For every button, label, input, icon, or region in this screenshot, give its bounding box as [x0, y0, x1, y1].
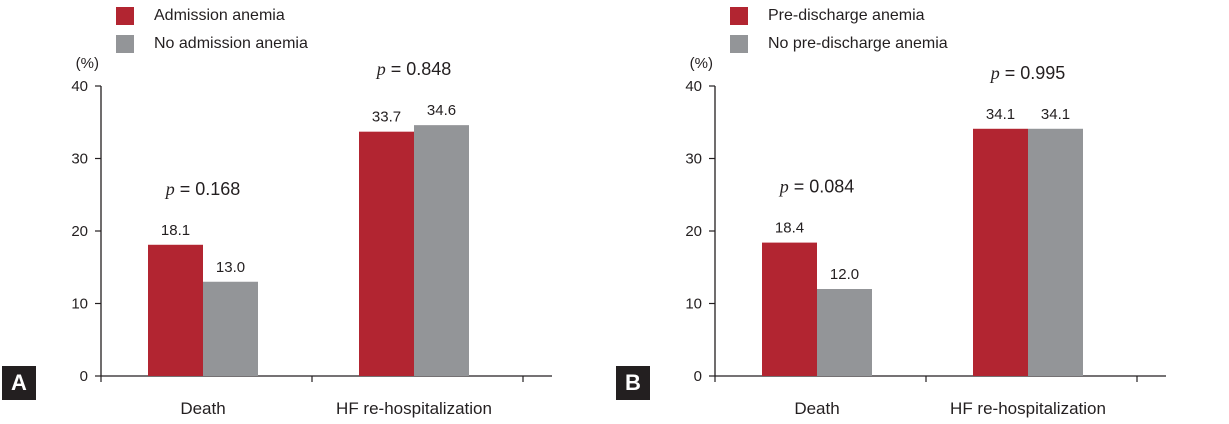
bar — [203, 281, 258, 376]
y-tick-label: 40 — [685, 78, 702, 95]
bar — [762, 242, 817, 376]
bar — [414, 125, 469, 377]
y-tick-label: 20 — [71, 223, 88, 240]
chart-panel-a: 0 10 20 30 40 (%) 18.1 13.0 Death p = 0.168 33.7 34… — [0, 0, 614, 424]
y-unit-label: (%) — [76, 55, 99, 72]
data-label: 34.6 — [427, 102, 456, 119]
bar — [148, 244, 203, 376]
bar-chart-a: 0 10 20 30 40 (%) 18.1 13.0 Death p = 0.168 33.7 34… — [71, 55, 552, 418]
chart-panel-b: 0 10 20 30 40 (%) 18.4 12.0 Death p = 0.084 34.1 34… — [614, 0, 1228, 424]
category-label: Death — [180, 399, 225, 418]
y-tick-label: 20 — [685, 223, 702, 240]
data-label: 18.1 — [161, 222, 190, 239]
data-label: 33.7 — [372, 109, 401, 126]
legend-swatch — [116, 7, 134, 25]
legend-swatch — [730, 7, 748, 25]
category-label: Death — [794, 399, 839, 418]
p-value-label: p = 0.084 — [778, 177, 855, 197]
bar — [817, 289, 872, 376]
data-label: 13.0 — [216, 259, 245, 276]
legend-swatch — [730, 35, 748, 53]
legend-item: Pre-discharge anemia — [730, 2, 948, 30]
y-tick-label: 0 — [694, 368, 702, 385]
data-label: 34.1 — [986, 106, 1015, 123]
y-tick-label: 0 — [80, 368, 88, 385]
y-tick-label: 40 — [71, 78, 88, 95]
legend-a: Admission anemia No admission anemia — [116, 2, 308, 58]
y-tick-label: 30 — [685, 151, 702, 168]
legend-item: No admission anemia — [116, 30, 308, 58]
legend-item: No pre-discharge anemia — [730, 30, 948, 58]
p-value-label: p = 0.995 — [989, 63, 1066, 83]
y-tick-label: 10 — [71, 296, 88, 313]
legend-label: Admission anemia — [154, 7, 285, 24]
data-label: 12.0 — [830, 266, 859, 283]
p-value-label: p = 0.168 — [164, 179, 241, 199]
legend-b: Pre-discharge anemia No pre-discharge an… — [730, 2, 948, 58]
category-label: HF re-hospitalization — [950, 399, 1106, 418]
panel-letter: A — [2, 366, 36, 400]
bar — [359, 131, 414, 376]
legend-swatch — [116, 35, 134, 53]
bar — [973, 128, 1028, 376]
panel-letter: B — [616, 366, 650, 400]
data-label: 34.1 — [1041, 106, 1070, 123]
y-tick-label: 30 — [71, 151, 88, 168]
legend-label: No pre-discharge anemia — [768, 35, 948, 52]
bar-chart-b: 0 10 20 30 40 (%) 18.4 12.0 Death p = 0.084 34.1 34… — [685, 55, 1166, 418]
y-tick-label: 10 — [685, 296, 702, 313]
data-label: 18.4 — [775, 220, 804, 237]
legend-label: No admission anemia — [154, 35, 308, 52]
legend-item: Admission anemia — [116, 2, 308, 30]
p-value-label: p = 0.848 — [375, 59, 452, 79]
y-unit-label: (%) — [690, 55, 713, 72]
bar — [1028, 128, 1083, 376]
legend-label: Pre-discharge anemia — [768, 7, 925, 24]
category-label: HF re-hospitalization — [336, 399, 492, 418]
